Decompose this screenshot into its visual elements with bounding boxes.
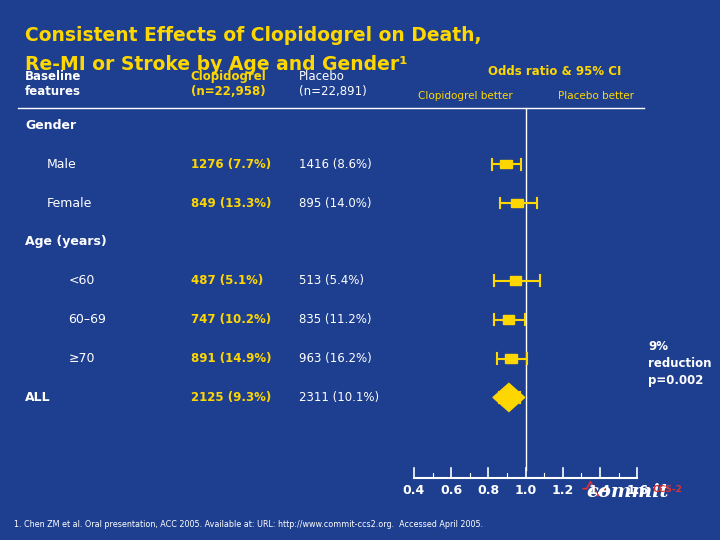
Text: Age (years): Age (years)	[25, 235, 107, 248]
Text: 0.4: 0.4	[403, 484, 425, 497]
Text: Gender: Gender	[25, 119, 76, 132]
Text: 1.0: 1.0	[515, 484, 536, 497]
Text: 747 (10.2%): 747 (10.2%)	[191, 313, 271, 326]
Text: 1.6: 1.6	[626, 484, 648, 497]
Text: commit: commit	[587, 483, 670, 501]
Text: Baseline
features: Baseline features	[25, 70, 81, 98]
Text: 895 (14.0%): 895 (14.0%)	[299, 197, 372, 210]
Text: 487 (5.1%): 487 (5.1%)	[191, 274, 263, 287]
Text: 60–69: 60–69	[68, 313, 107, 326]
Text: Female: Female	[47, 197, 92, 210]
Text: CCS-2: CCS-2	[652, 485, 682, 494]
Text: 1.2: 1.2	[552, 484, 574, 497]
Text: 0.6: 0.6	[440, 484, 462, 497]
Text: 1276 (7.7%): 1276 (7.7%)	[191, 158, 271, 171]
Text: 2311 (10.1%): 2311 (10.1%)	[299, 391, 379, 404]
Text: 1. Chen ZM et al. Oral presentation, ACC 2005. Available at: URL: http://www.com: 1. Chen ZM et al. Oral presentation, ACC…	[14, 520, 484, 529]
Bar	[510, 276, 521, 285]
Text: 835 (11.2%): 835 (11.2%)	[299, 313, 372, 326]
Text: Placebo
(n=22,891): Placebo (n=22,891)	[299, 70, 366, 98]
Text: ALL: ALL	[25, 391, 51, 404]
Text: 9%
reduction
p=0.002: 9% reduction p=0.002	[648, 340, 711, 388]
Bar	[511, 199, 523, 207]
Text: 963 (16.2%): 963 (16.2%)	[299, 352, 372, 365]
Text: 513 (5.4%): 513 (5.4%)	[299, 274, 364, 287]
Text: 1416 (8.6%): 1416 (8.6%)	[299, 158, 372, 171]
Text: Clopidogrel better: Clopidogrel better	[418, 91, 513, 100]
Text: 849 (13.3%): 849 (13.3%)	[191, 197, 271, 210]
Bar	[500, 160, 512, 168]
Text: 2125 (9.3%): 2125 (9.3%)	[191, 391, 271, 404]
Text: Placebo better: Placebo better	[557, 91, 634, 100]
Text: <60: <60	[68, 274, 95, 287]
Text: 0.8: 0.8	[477, 484, 500, 497]
Text: Re-MI or Stroke by Age and Gender¹: Re-MI or Stroke by Age and Gender¹	[25, 55, 408, 75]
Bar	[503, 315, 514, 324]
Text: 891 (14.9%): 891 (14.9%)	[191, 352, 271, 365]
Text: 1.4: 1.4	[589, 484, 611, 497]
Text: Clopidogrel
(n=22,958): Clopidogrel (n=22,958)	[191, 70, 266, 98]
Polygon shape	[493, 383, 525, 411]
Text: Male: Male	[47, 158, 76, 171]
Text: Odds ratio & 95% CI: Odds ratio & 95% CI	[487, 65, 621, 78]
Text: Consistent Effects of Clopidogrel on Death,: Consistent Effects of Clopidogrel on Dea…	[25, 25, 482, 45]
Text: ≥70: ≥70	[68, 352, 95, 365]
Bar	[505, 354, 517, 363]
